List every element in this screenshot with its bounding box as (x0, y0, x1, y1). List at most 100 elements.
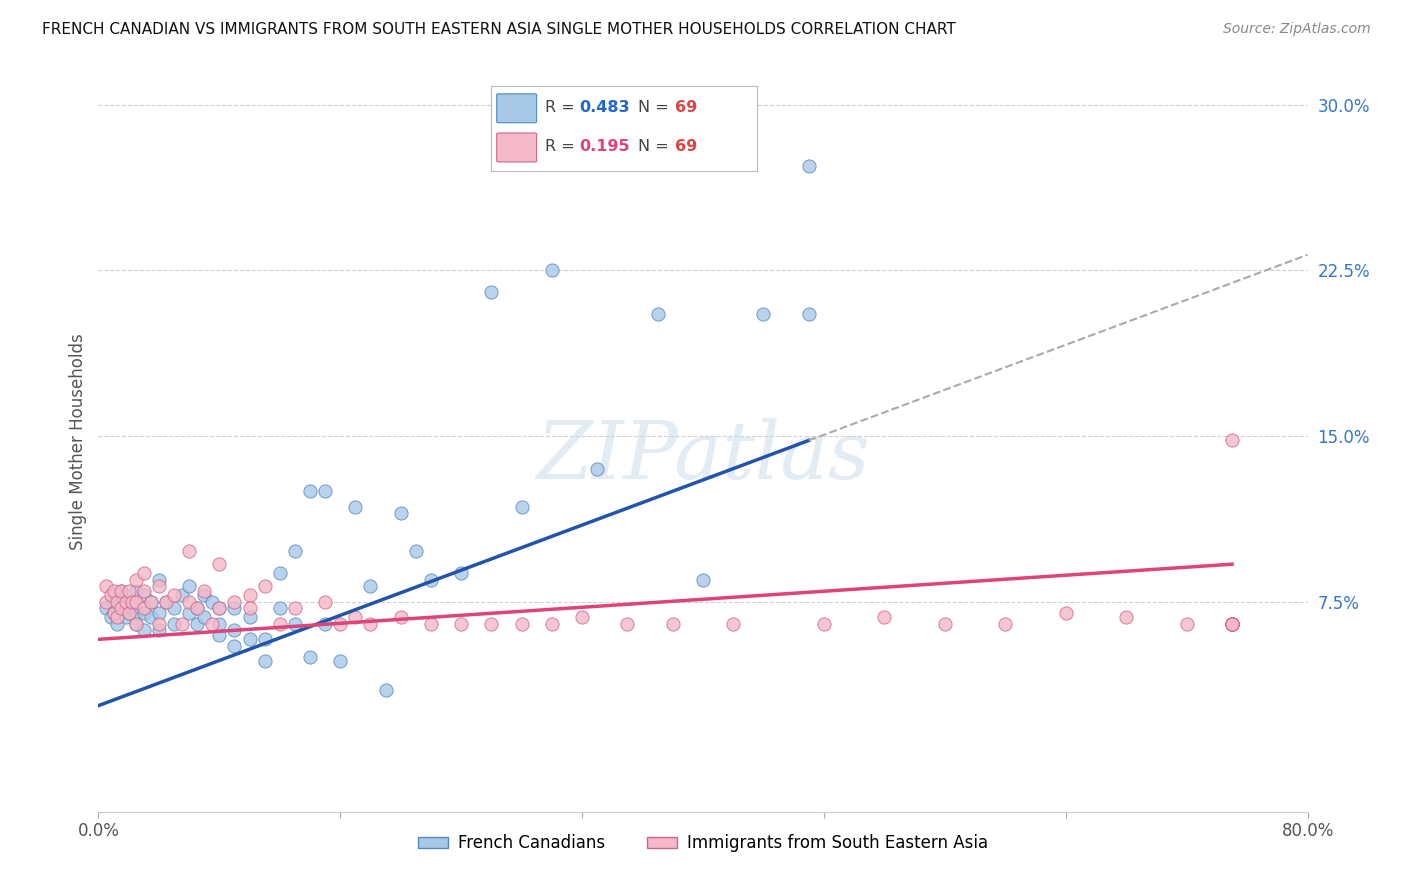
Point (132, 588, 155, 602)
Point (1220, 616, 1243, 631)
Point (405, 544, 427, 558)
Point (253, 632, 276, 647)
Point (239, 610, 262, 624)
Point (148, 606, 170, 620)
Point (103, 606, 125, 620)
Point (344, 610, 367, 624)
Point (647, 308, 669, 322)
Point (163, 588, 186, 602)
Point (170, 588, 193, 602)
Point (163, 616, 186, 631)
Point (510, 500, 533, 514)
Point (752, 308, 775, 322)
Point (1220, 616, 1243, 631)
Point (110, 601, 132, 615)
Point (125, 583, 148, 598)
Point (125, 616, 148, 631)
Point (450, 566, 472, 580)
Point (121, 595, 143, 609)
Point (121, 601, 143, 615)
Point (224, 639, 246, 653)
Point (481, 616, 503, 631)
Point (420, 573, 443, 587)
Point (269, 566, 291, 580)
Point (103, 583, 125, 598)
Point (208, 601, 231, 615)
Point (100, 610, 122, 624)
Point (118, 583, 141, 598)
Point (110, 588, 132, 602)
Point (141, 610, 163, 624)
Point (510, 616, 533, 631)
Point (299, 484, 322, 499)
Point (179, 606, 201, 620)
Point (208, 558, 231, 572)
Point (314, 616, 336, 631)
Point (1220, 616, 1243, 631)
Point (141, 595, 163, 609)
Point (239, 601, 262, 615)
Point (125, 573, 148, 587)
Text: FRENCH CANADIAN VS IMMIGRANTS FROM SOUTH EASTERN ASIA SINGLE MOTHER HOUSEHOLDS C: FRENCH CANADIAN VS IMMIGRANTS FROM SOUTH… (42, 22, 956, 37)
Point (163, 601, 186, 615)
Point (374, 683, 396, 698)
Point (360, 616, 382, 631)
Point (253, 579, 276, 593)
Point (299, 650, 322, 665)
Point (186, 616, 208, 631)
Point (1220, 616, 1243, 631)
Point (994, 616, 1017, 631)
Point (797, 160, 820, 174)
Point (103, 595, 125, 609)
Point (100, 588, 122, 602)
Point (616, 616, 638, 631)
Point (132, 583, 155, 598)
Point (1054, 606, 1077, 620)
Point (481, 285, 503, 300)
Point (420, 616, 443, 631)
Point (148, 573, 170, 587)
Point (692, 573, 714, 587)
Point (103, 606, 125, 620)
Point (314, 595, 336, 609)
Point (94, 601, 117, 615)
Point (329, 616, 352, 631)
Point (201, 595, 224, 609)
Point (155, 595, 177, 609)
Point (148, 579, 170, 593)
Y-axis label: Single Mother Households: Single Mother Households (69, 334, 87, 549)
Point (118, 606, 141, 620)
Point (94, 579, 117, 593)
Point (208, 616, 231, 631)
Point (239, 632, 262, 647)
Point (224, 595, 246, 609)
Point (389, 610, 412, 624)
Point (155, 595, 177, 609)
Point (723, 616, 745, 631)
Text: ZIPatlas: ZIPatlas (536, 417, 870, 495)
Point (208, 628, 231, 642)
Point (193, 610, 215, 624)
Point (179, 544, 201, 558)
Point (586, 462, 609, 476)
Point (1115, 610, 1137, 624)
Point (540, 263, 562, 277)
Point (934, 616, 956, 631)
Point (253, 655, 276, 669)
Point (284, 601, 307, 615)
Point (105, 616, 128, 631)
Text: Source: ZipAtlas.com: Source: ZipAtlas.com (1223, 22, 1371, 37)
Point (179, 579, 201, 593)
Point (132, 606, 155, 620)
Point (797, 308, 820, 322)
Point (1220, 616, 1243, 631)
Point (208, 601, 231, 615)
Point (571, 610, 593, 624)
Point (170, 616, 193, 631)
Point (314, 484, 336, 499)
Point (148, 624, 170, 638)
Point (329, 655, 352, 669)
Point (661, 616, 683, 631)
Point (360, 579, 382, 593)
Point (1220, 616, 1243, 631)
